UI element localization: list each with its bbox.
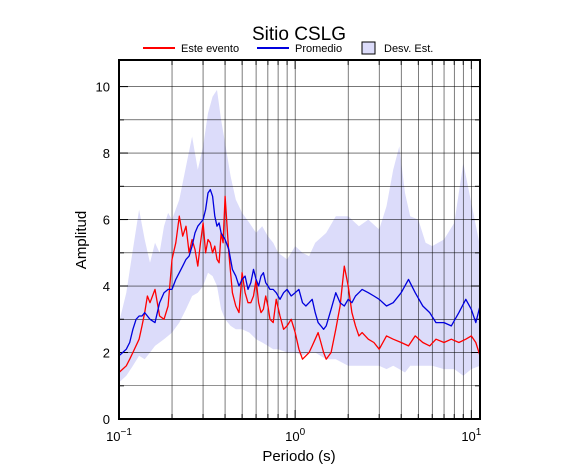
x-tick-label: 100 bbox=[285, 427, 305, 444]
legend-item-desv-est: Desv. Est. bbox=[361, 41, 433, 55]
legend-label-promedio: Promedio bbox=[295, 43, 342, 55]
plot-area: 0 2 4 6 8 10 10−1 100 101 bbox=[96, 59, 482, 444]
chart-title: Sitio CSLG bbox=[252, 24, 346, 45]
std-dev-band bbox=[119, 89, 480, 383]
x-tick-label: 10−1 bbox=[106, 427, 132, 444]
x-axis-label: Periodo (s) bbox=[262, 448, 335, 465]
y-tick-label: 8 bbox=[103, 146, 110, 161]
y-tick-label: 6 bbox=[103, 213, 110, 228]
legend-item-promedio: Promedio bbox=[257, 43, 342, 55]
legend-item-este-evento: Este evento bbox=[143, 43, 239, 55]
legend-label-este-evento: Este evento bbox=[181, 43, 239, 55]
plot-frame bbox=[118, 59, 481, 420]
y-tick-label: 0 bbox=[103, 412, 110, 427]
y-axis-label: Amplitud bbox=[73, 211, 90, 269]
legend-swatch-desv-est bbox=[361, 41, 376, 55]
legend-label-desv-est: Desv. Est. bbox=[384, 43, 433, 55]
y-tick-label: 4 bbox=[103, 279, 110, 294]
y-tick-label: 2 bbox=[103, 346, 110, 361]
x-tick-label: 101 bbox=[461, 427, 481, 444]
series-line-este-evento bbox=[118, 195, 481, 373]
y-tick-label: 10 bbox=[96, 80, 110, 95]
legend: Este evento Promedio Desv. Est. bbox=[143, 41, 433, 55]
series-line-promedio bbox=[118, 188, 481, 357]
